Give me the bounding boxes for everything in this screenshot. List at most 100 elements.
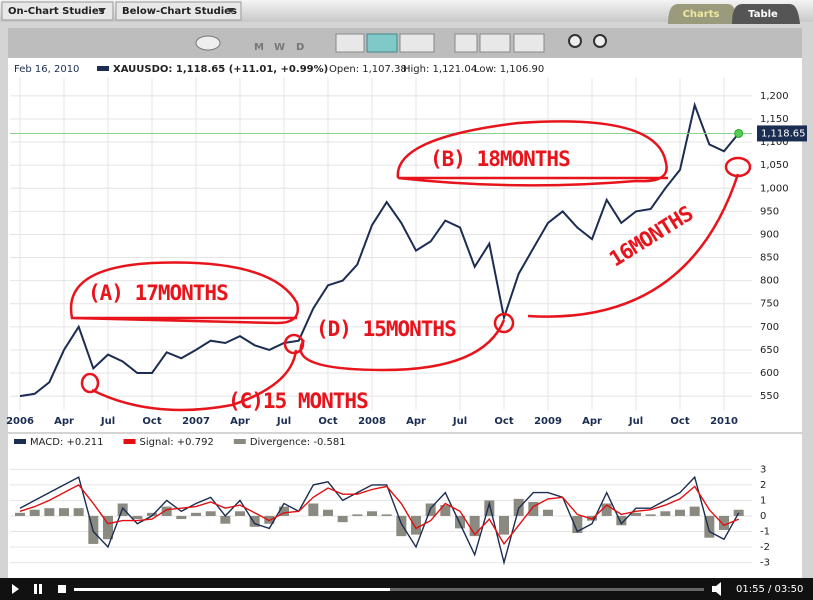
period-button[interactable]: D — [296, 42, 304, 53]
icon[interactable] — [454, 33, 478, 53]
divergence-bar — [660, 511, 671, 516]
divergence-bar — [601, 503, 612, 516]
x-tick-label: 2008 — [358, 416, 386, 427]
icon[interactable] — [513, 33, 545, 53]
hand-circle — [724, 156, 752, 178]
x-tick-label: Apr — [582, 416, 602, 427]
play-button[interactable] — [12, 584, 19, 594]
legend-swatch — [97, 66, 109, 71]
legend-label: MACD: +0.211 — [30, 437, 104, 448]
tab[interactable] — [668, 4, 738, 24]
x-tick-label: 2009 — [534, 416, 562, 427]
study-button-label: Below-Chart Studies — [122, 6, 237, 17]
pause-button[interactable] — [39, 584, 42, 594]
stop-button[interactable] — [58, 585, 66, 593]
divergence-bar — [484, 500, 495, 516]
hand-arc — [527, 173, 740, 318]
x-tick-label: Jul — [276, 416, 291, 427]
high: High: 1,121.04 — [403, 64, 477, 75]
icon[interactable] — [366, 33, 398, 53]
y-tick-label: 1,200 — [760, 91, 789, 102]
x-tick-label: Jul — [100, 416, 115, 427]
divergence-bar — [704, 515, 715, 538]
dropdown-arrow — [227, 8, 235, 13]
divergence-bar — [469, 515, 480, 537]
period-button[interactable]: W — [274, 42, 285, 53]
x-tick-label: 2006 — [6, 416, 34, 427]
zoom-in[interactable] — [568, 34, 582, 48]
price-line — [19, 101, 740, 398]
study-button[interactable] — [115, 1, 242, 21]
annotation: (C)15 MONTHS — [228, 389, 368, 413]
y-tick-label: 700 — [760, 322, 779, 333]
divergence-bar — [161, 506, 172, 516]
divergence-bar — [59, 508, 69, 516]
y-tick-label: 1,100 — [760, 137, 789, 148]
last-price-label: 1,118.65 — [761, 128, 806, 139]
y-tick-label: 2 — [760, 480, 766, 491]
pause-button[interactable] — [34, 584, 37, 594]
x-tick-label: 2007 — [182, 416, 210, 427]
legend-label: Signal: +0.792 — [140, 437, 214, 448]
divergence-bar — [103, 515, 113, 540]
divergence-bar — [367, 511, 377, 516]
divergence-bar — [543, 509, 553, 516]
tab[interactable] — [732, 4, 800, 24]
y-tick-label: 850 — [760, 253, 779, 264]
divergence-bar — [15, 512, 25, 516]
volume-button[interactable] — [712, 582, 721, 596]
legend-label: XAUUSDO: 1,118.65 (+11.01, +0.99%) — [113, 64, 328, 75]
icon[interactable] — [195, 35, 221, 51]
icon[interactable] — [335, 33, 365, 53]
period-button[interactable]: M — [254, 42, 264, 53]
y-tick-label: -1 — [760, 526, 770, 537]
divergence-bar — [220, 515, 231, 524]
divergence-bar — [323, 509, 333, 516]
divergence-bar — [411, 515, 421, 535]
legend-swatch — [123, 439, 136, 444]
x-tick-label: Jul — [452, 416, 467, 427]
divergence-bar — [396, 515, 407, 537]
x-tick-label: 2010 — [710, 416, 738, 427]
study-button[interactable] — [1, 1, 114, 21]
hand-ellipse — [396, 120, 668, 187]
y-tick-label: 3 — [760, 464, 766, 475]
y-tick-label: 600 — [760, 368, 779, 379]
divergence-bar — [645, 514, 656, 516]
y-tick-label: 1,000 — [760, 183, 789, 194]
divergence-bar — [191, 512, 201, 516]
x-tick-label: Oct — [494, 416, 513, 427]
divergence-bar — [132, 515, 143, 520]
hand-arc — [91, 349, 298, 412]
icon[interactable] — [399, 33, 435, 53]
divergence-bar — [73, 508, 84, 516]
zoom-out[interactable] — [593, 34, 607, 48]
divergence-bar — [29, 509, 40, 516]
legend-swatch — [233, 439, 246, 444]
study-button-label: On-Chart Studies — [8, 6, 105, 17]
divergence-bar — [689, 506, 700, 516]
x-tick-label: Jul — [628, 416, 643, 427]
y-tick-label: 900 — [760, 229, 779, 240]
hand-ellipse — [69, 261, 300, 325]
x-tick-label: Oct — [670, 416, 689, 427]
y-tick-label: -2 — [760, 542, 770, 553]
divergence-bar — [616, 515, 627, 526]
tab-label: Table — [748, 9, 778, 20]
legend-label: Divergence: -0.581 — [250, 437, 346, 448]
macd-line — [19, 475, 740, 566]
video-time: 01:55 / 03:50 — [736, 584, 803, 595]
x-tick-label: Oct — [142, 416, 161, 427]
divergence-bar — [176, 515, 187, 520]
y-tick-label: 750 — [760, 299, 779, 310]
open: Open: 1,107.38 — [329, 64, 407, 75]
icon[interactable] — [479, 33, 511, 53]
divergence-bar — [205, 511, 216, 516]
last-price-dot — [734, 128, 744, 138]
last-price-tag — [757, 125, 807, 142]
macd-line — [19, 484, 739, 546]
x-tick-label: Apr — [406, 416, 426, 427]
divergence-bar — [352, 514, 363, 516]
